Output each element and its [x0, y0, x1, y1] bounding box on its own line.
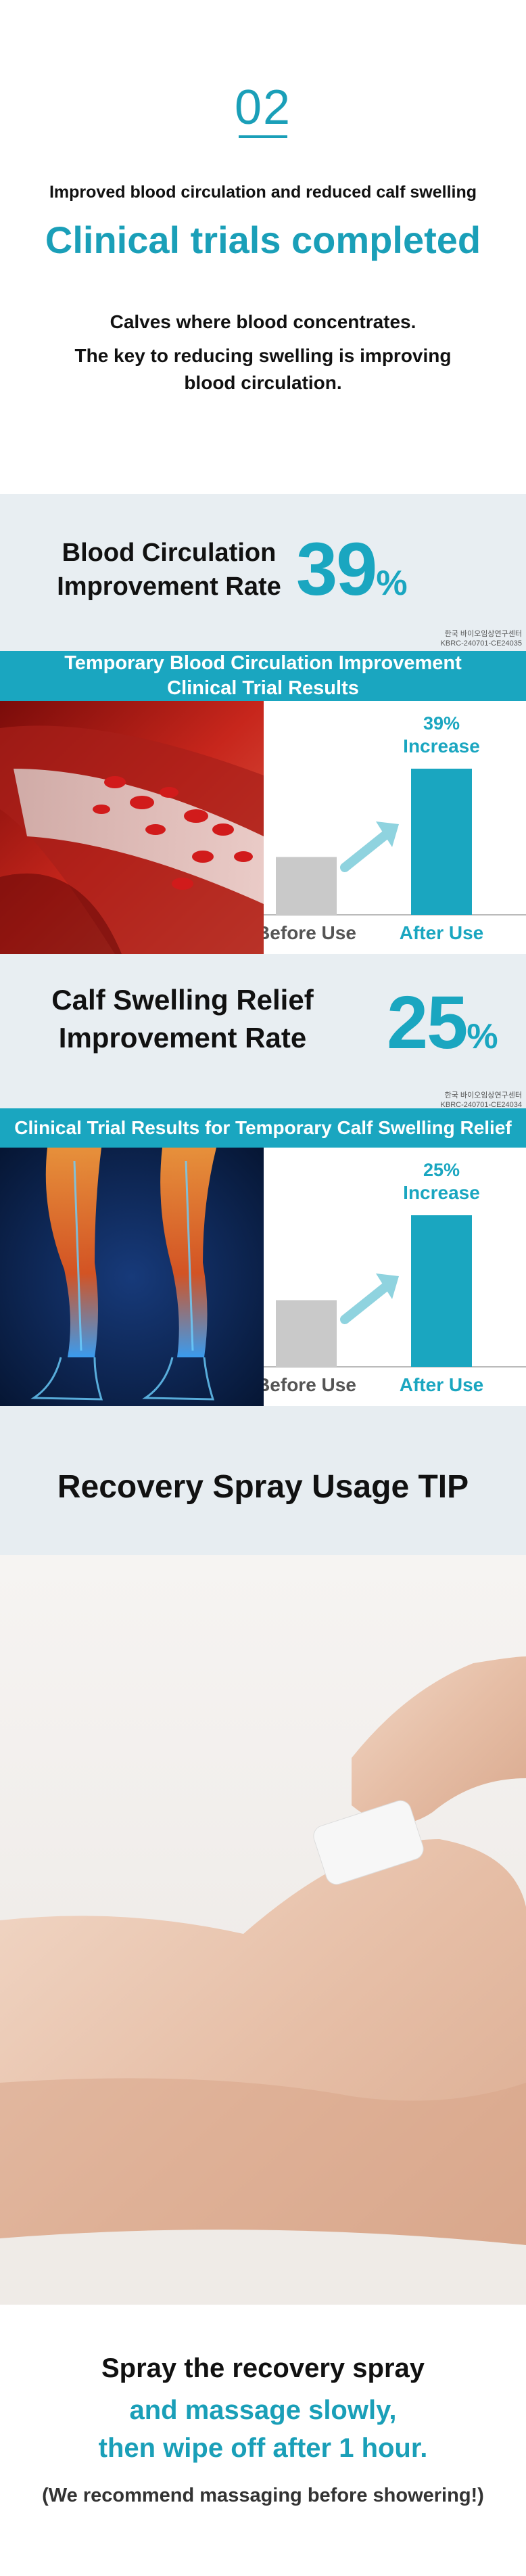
- increase-value-label: 25%: [423, 1160, 460, 1180]
- increase-arrow-icon: [340, 1282, 390, 1324]
- swelling-bar-chart: 25%Increase Before Use After Use: [256, 1160, 526, 1395]
- swelling-chart: 25% Increase Before Use After Use: [256, 1148, 526, 1406]
- intro-section: 02 Improved blood circulation and reduce…: [0, 0, 526, 494]
- increase-word-label: Increase: [403, 1182, 480, 1203]
- tick-label-after: After Use: [400, 1374, 483, 1395]
- step-number: 02: [234, 81, 292, 135]
- swelling-label: Calf Swelling Relief Improvement Rate: [41, 981, 325, 1057]
- increase-arrowhead-icon: [376, 1273, 399, 1299]
- circulation-stat-section: Blood Circulation Improvement Rate 39% 한…: [0, 494, 526, 954]
- circulation-label-line: Improvement Rate: [57, 572, 281, 601]
- trial-code-line: KBRC-240701-CE24034: [440, 1101, 522, 1109]
- circulation-chart: 39% Increase Before Use After Use: [256, 701, 526, 954]
- tip-band: Recovery Spray Usage TIP: [0, 1406, 526, 1555]
- hand-spraying-leg-icon: [0, 1656, 526, 2305]
- tick-label-before: Before Use: [264, 922, 356, 943]
- intro-title: Clinical trials completed: [45, 219, 481, 261]
- swelling-rate-number: 25: [387, 981, 468, 1064]
- swelling-label-line: Calf Swelling Relief: [51, 984, 314, 1016]
- circulation-banner: Temporary Blood Circulation Improvement …: [0, 651, 526, 701]
- tip-title: Recovery Spray Usage TIP: [57, 1469, 469, 1505]
- circulation-trial-code: 한국 바이오임상연구센터 KBRC-240701-CE24035: [441, 629, 522, 648]
- banner-line: Temporary Blood Circulation Improvement: [64, 652, 462, 674]
- swelling-stat-section: Calf Swelling Relief Improvement Rate 25…: [0, 954, 526, 1406]
- swelling-rate-value: 25%: [387, 980, 498, 1066]
- swelling-banner: Clinical Trial Results for Temporary Cal…: [0, 1108, 526, 1148]
- intro-subtitle: Improved blood circulation and reduced c…: [49, 183, 477, 202]
- blood-vessel-illustration: [0, 701, 264, 954]
- circulation-bar-chart: 39% Increase Before Use After Use: [256, 713, 526, 943]
- leg-muscle-illustration: [0, 1148, 264, 1406]
- intro-desc-line: Calves where blood concentrates.: [110, 311, 416, 332]
- increase-arrowhead-icon: [376, 821, 399, 847]
- blood-vessel-icon: [0, 701, 264, 954]
- intro-desc-line: The key to reducing swelling is improvin…: [74, 345, 452, 366]
- bar-after-use: [411, 1215, 472, 1367]
- trial-code-line: 한국 바이오임상연구센터: [444, 1091, 522, 1100]
- swelling-label-line: Improvement Rate: [58, 1022, 307, 1054]
- increase-word-label: Increase: [403, 736, 480, 756]
- instruction-line-1: Spray the recovery spray: [101, 2353, 425, 2383]
- circulation-rate-number: 39: [296, 528, 377, 611]
- tick-label-after: After Use: [400, 922, 483, 943]
- intro-desc-line: blood circulation.: [184, 372, 342, 393]
- intro-description: Calves where blood concentrates. The key…: [0, 309, 526, 397]
- recommendation-note: (We recommend massaging before showering…: [42, 2485, 484, 2506]
- instructions-section: Spray the recovery spray and massage slo…: [0, 2305, 526, 2576]
- step-underline: [239, 135, 287, 138]
- increase-value-label: 39%: [423, 713, 460, 733]
- instruction-line-2: and massage slowly,: [129, 2395, 397, 2425]
- circulation-rate-value: 39%: [296, 526, 408, 612]
- swelling-trial-code: 한국 바이오임상연구센터 KBRC-240701-CE24034: [441, 1091, 522, 1110]
- trial-code-line: KBRC-240701-CE24035: [440, 639, 522, 648]
- tick-label-before: Before Use: [264, 1374, 356, 1395]
- bar-after-use: [411, 769, 472, 915]
- circulation-rate-unit: %: [376, 564, 407, 603]
- swelling-rate-unit: %: [467, 1017, 498, 1056]
- bar-before-use: [276, 1300, 337, 1367]
- instruction-line-3: then wipe off after 1 hour.: [98, 2433, 428, 2463]
- increase-arrow-icon: [340, 830, 390, 872]
- circulation-label: Blood Circulation Improvement Rate: [41, 536, 297, 604]
- banner-line: Clinical Trial Results: [167, 677, 359, 699]
- leg-muscle-icon: [0, 1148, 264, 1406]
- trial-code-line: 한국 바이오임상연구센터: [444, 630, 522, 638]
- usage-photo: [0, 1555, 526, 2305]
- circulation-label-line: Blood Circulation: [62, 539, 277, 567]
- bar-before-use: [276, 857, 337, 915]
